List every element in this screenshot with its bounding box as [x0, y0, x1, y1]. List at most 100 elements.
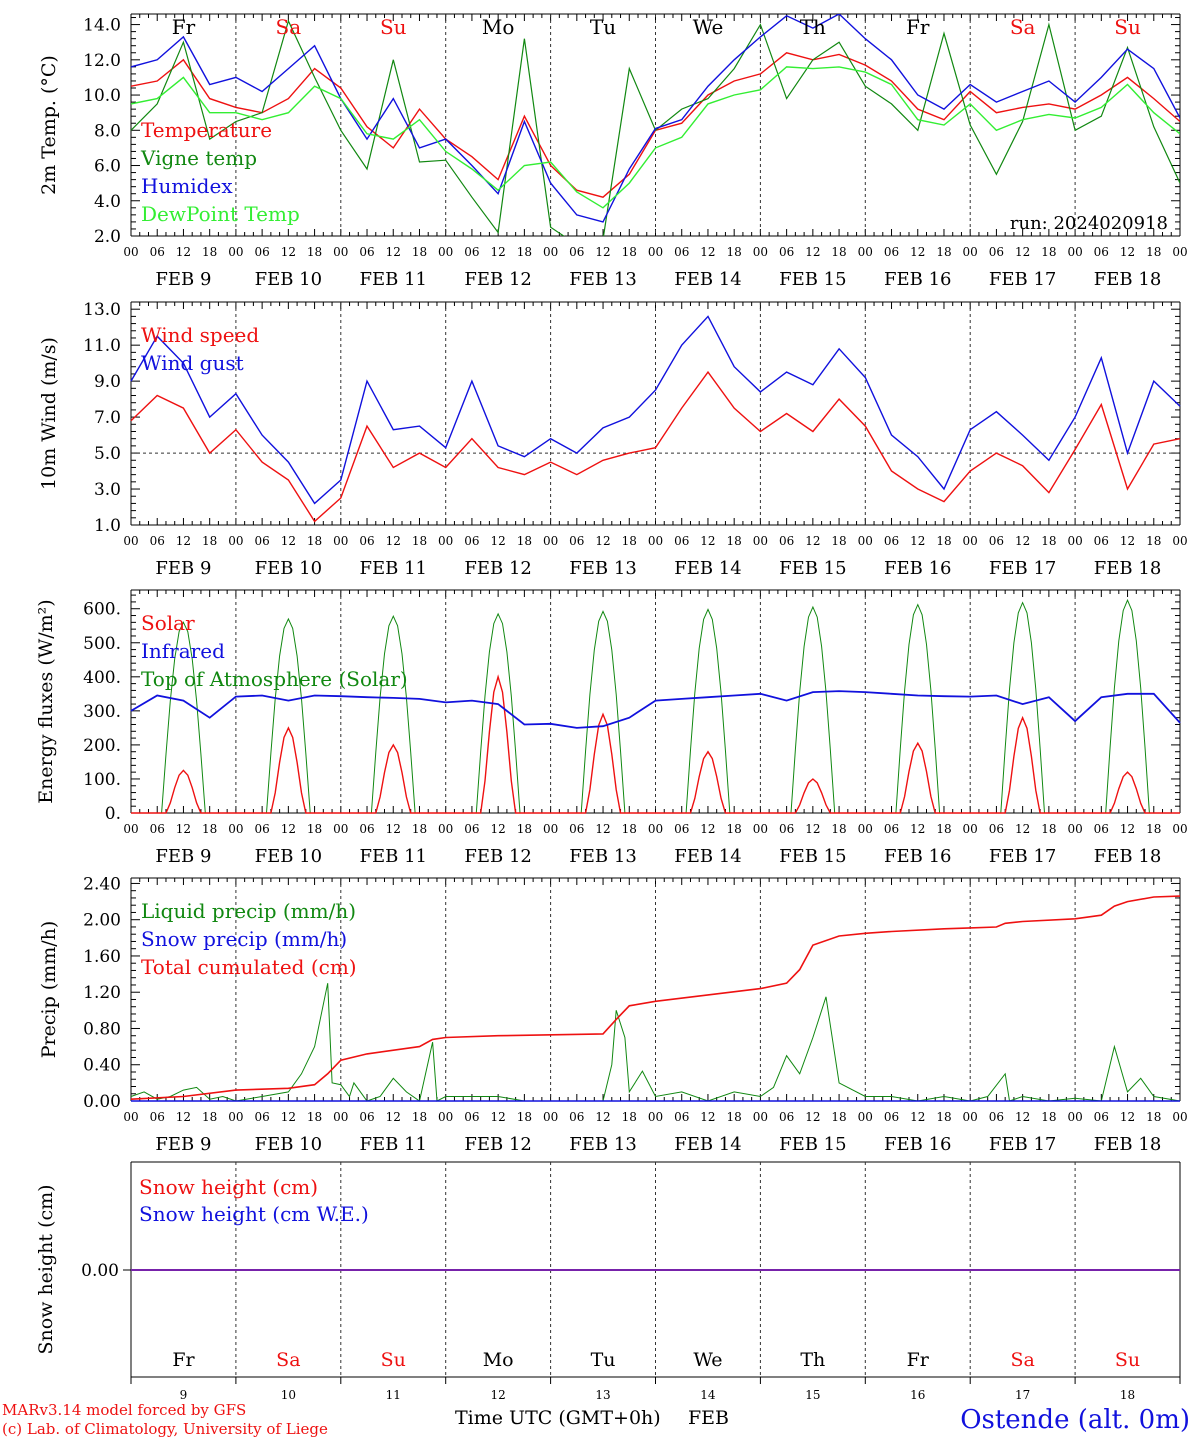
hour-tick-label: 18 [517, 1110, 532, 1124]
y-tick-label: 12.0 [83, 51, 121, 71]
hour-tick-label: 18 [1041, 534, 1056, 548]
hour-tick-label: 06 [989, 822, 1004, 836]
hour-tick-label: 12 [910, 245, 925, 259]
y-tick-label: 14.0 [83, 16, 121, 36]
day-label: FEB 13 [569, 558, 636, 579]
hour-tick-label: 12 [595, 245, 610, 259]
day-label: FEB 10 [255, 558, 322, 579]
hour-tick-label: 00 [333, 245, 348, 259]
hour-tick-label: 00 [333, 1110, 348, 1124]
hour-tick-label: 12 [805, 534, 820, 548]
hour-tick-label: 12 [595, 1110, 610, 1124]
hour-tick-label: 06 [779, 534, 794, 548]
hour-tick-label: 18 [831, 822, 846, 836]
day-number: 18 [1120, 1388, 1135, 1402]
panel-1: 00 06 12 18 00 06 12 18 00 06 12 18 00 06 12 18 00 06 12 18… [38, 13, 1188, 290]
hour-tick-label: 06 [254, 534, 269, 548]
legend-entry: Snow precip (mm/h) [141, 927, 347, 951]
day-number: 17 [1015, 1388, 1030, 1402]
y-axis-title: Snow height (cm) [35, 1184, 57, 1354]
day-label: FEB 11 [360, 558, 427, 579]
hour-tick-label: 18 [307, 534, 322, 548]
y-tick-label: 7.0 [94, 408, 121, 428]
weekday-label: Mo [483, 1349, 514, 1371]
hour-tick-label: 12 [281, 1110, 296, 1124]
credit-line: MARv3.14 model forced by GFS [2, 1401, 246, 1419]
y-tick-label: 0.00 [83, 1092, 121, 1112]
hour-tick-label: 12 [1120, 822, 1135, 836]
day-number: 11 [386, 1388, 401, 1402]
hour-tick-label: 12 [491, 534, 506, 548]
hour-tick-label: 18 [307, 245, 322, 259]
hour-tick-label: 18 [412, 1110, 427, 1124]
hour-tick-label: 00 [333, 822, 348, 836]
weekday-label: Tu [590, 15, 616, 39]
hour-tick-label: 18 [622, 822, 637, 836]
hour-tick-label: 18 [727, 822, 742, 836]
hour-tick-label: 00 [753, 245, 768, 259]
day-label: FEB 17 [989, 1134, 1056, 1155]
day-label: FEB 18 [1094, 1134, 1161, 1155]
day-number: 9 [180, 1388, 188, 1402]
hour-tick-label: 18 [727, 534, 742, 548]
hour-tick-label: 12 [1120, 245, 1135, 259]
series-humidex [131, 14, 1180, 223]
hour-tick-label: 06 [884, 534, 899, 548]
y-axis-title: 10m Wind (m/s) [38, 337, 60, 490]
day-label: FEB 15 [779, 558, 846, 579]
hour-tick-label: 12 [491, 1110, 506, 1124]
weekday-label: Th [800, 15, 826, 39]
hour-tick-label: 00 [753, 1110, 768, 1124]
hour-tick-label: 06 [989, 1110, 1004, 1124]
hour-tick-label: 12 [281, 534, 296, 548]
hour-tick-label: 12 [805, 245, 820, 259]
day-label: FEB 16 [884, 558, 951, 579]
hour-tick-label: 06 [359, 1110, 374, 1124]
y-tick-label: 0. [105, 804, 121, 824]
day-label: FEB 15 [779, 269, 846, 290]
hour-tick-label: 12 [910, 1110, 925, 1124]
y-axis-title: Precip (mm/h) [38, 921, 60, 1059]
hour-tick-label: 06 [464, 1110, 479, 1124]
hour-tick-label: 06 [569, 245, 584, 259]
hour-tick-label: 12 [491, 822, 506, 836]
panel-4: 00 06 12 18 00 06 12 18 00 06 12 18 00 06 12 18 00 06 12 18… [38, 874, 1188, 1155]
y-tick-label: 300. [83, 702, 121, 722]
y-tick-label: 2.40 [83, 874, 121, 894]
weekday-label: Fr [907, 1349, 930, 1371]
hour-tick-label: 12 [1015, 534, 1030, 548]
hour-tick-label: 06 [464, 534, 479, 548]
hour-tick-label: 00 [123, 534, 138, 548]
day-label: FEB 9 [155, 1134, 211, 1155]
y-tick-label: 600. [83, 600, 121, 620]
hour-tick-label: 18 [727, 1110, 742, 1124]
hour-tick-label: 18 [727, 245, 742, 259]
day-label: FEB 10 [255, 846, 322, 867]
hour-tick-label: 12 [1015, 822, 1030, 836]
weekday-label: Su [1115, 1349, 1140, 1371]
hour-tick-label: 18 [622, 534, 637, 548]
hour-tick-label: 12 [491, 245, 506, 259]
hour-tick-label: 12 [910, 822, 925, 836]
hour-tick-label: 00 [648, 245, 663, 259]
y-tick-label: 0.80 [83, 1019, 121, 1039]
series-group [131, 14, 1180, 236]
day-label: FEB 14 [674, 269, 741, 290]
hour-tick-label: 00 [123, 1110, 138, 1124]
hour-tick-label: 00 [438, 534, 453, 548]
hour-tick-label: 12 [386, 822, 401, 836]
day-label: FEB 12 [464, 269, 531, 290]
weekday-label: Mo [482, 15, 515, 39]
hour-tick-label: 00 [858, 1110, 873, 1124]
y-tick-label: 0.00 [81, 1261, 119, 1281]
legend-entry: Snow height (cm W.E.) [139, 1202, 369, 1226]
day-number: 13 [595, 1388, 610, 1402]
hour-tick-label: 06 [989, 245, 1004, 259]
hour-tick-label: 00 [648, 1110, 663, 1124]
day-label: FEB 10 [255, 269, 322, 290]
day-label: FEB 12 [464, 1134, 531, 1155]
hour-tick-label: 06 [884, 245, 899, 259]
hour-tick-label: 18 [936, 245, 951, 259]
hour-tick-label: 06 [359, 534, 374, 548]
legend-entry: Total cumulated (cm) [141, 955, 357, 979]
